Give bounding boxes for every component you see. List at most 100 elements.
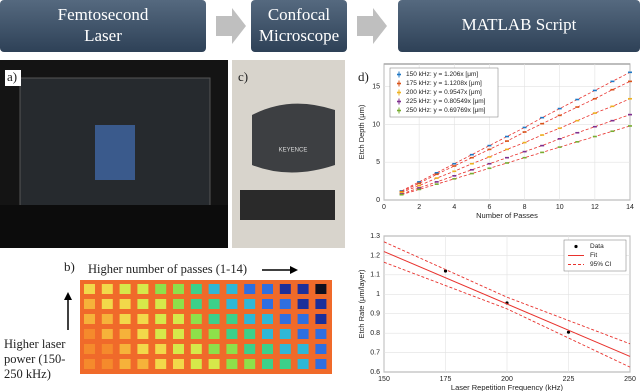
x-axis-label: Laser Repetition Frequency (kHz) xyxy=(451,383,564,391)
heatmap-cell xyxy=(155,314,167,324)
x-tick-label: 175 xyxy=(440,376,452,383)
heatmap-cell xyxy=(101,299,113,309)
header-box xyxy=(251,0,347,52)
heatmap-cell xyxy=(190,314,202,324)
legend-label: Data xyxy=(590,243,604,250)
data-point xyxy=(469,172,474,175)
y-tick-label: 0.7 xyxy=(370,349,380,356)
x-tick-label: 150 xyxy=(378,376,390,383)
data-point xyxy=(610,119,615,122)
data-point xyxy=(434,173,439,176)
series-line xyxy=(401,98,631,193)
heatmap-cell xyxy=(226,314,238,324)
heatmap-cell xyxy=(315,284,327,294)
photo-stage xyxy=(240,190,335,220)
y-tick-label: 0.9 xyxy=(370,311,380,318)
heatmap-cell xyxy=(155,284,167,294)
panel-label: c) xyxy=(238,69,248,84)
x-tick-label: 250 xyxy=(624,376,636,383)
heatmap-cell xyxy=(155,359,167,369)
heatmap-cell xyxy=(244,314,256,324)
heatmap-cell xyxy=(101,329,113,339)
heatmap-cell xyxy=(173,359,184,369)
header-text: Femtosecond xyxy=(58,5,149,24)
x-tick-label: 2 xyxy=(417,204,421,211)
data-point xyxy=(417,181,422,183)
data-point xyxy=(522,150,527,153)
y-axis-label: Etch Depth (μm) xyxy=(357,104,366,159)
legend-swatch xyxy=(397,91,401,94)
data-point xyxy=(505,135,509,138)
heatmap-cell xyxy=(119,299,131,309)
heatmap-cell xyxy=(119,329,131,339)
y-tick-label: 5 xyxy=(376,159,380,166)
heatmap-cell xyxy=(279,284,291,294)
heatmap xyxy=(80,280,332,374)
legend-label: 225 kHz: y = 0.80549x [μm] xyxy=(406,98,486,105)
data-point xyxy=(469,153,474,156)
heatmap-cell xyxy=(84,314,95,324)
legend-label: 95% CI xyxy=(590,261,612,268)
y-tick-label: 1.2 xyxy=(370,252,380,259)
data-point xyxy=(628,97,632,100)
heatmap-cell xyxy=(173,314,184,324)
data-point xyxy=(434,181,439,183)
heatmap-cell xyxy=(101,344,113,354)
heatmap-cell xyxy=(297,329,309,339)
legend-label: 150 kHz: y = 1.206x [μm] xyxy=(406,71,478,78)
legend-swatch xyxy=(397,109,401,112)
data-point xyxy=(610,80,615,83)
series-line xyxy=(383,261,631,368)
heatmap-cell xyxy=(297,359,309,369)
data-point xyxy=(522,126,527,129)
heatmap-cells xyxy=(84,284,327,369)
heatmap-cell xyxy=(315,329,327,339)
series-line xyxy=(383,241,631,345)
data-point xyxy=(505,156,509,159)
y-tick-label: 0.8 xyxy=(370,330,380,337)
heatmap-cell xyxy=(137,344,149,354)
heatmap-cell xyxy=(262,344,273,354)
data-point xyxy=(522,156,527,159)
heatmap-cell xyxy=(173,344,184,354)
data-point xyxy=(575,98,580,101)
data-point xyxy=(469,162,474,165)
heatmap-cell xyxy=(297,299,309,309)
heatmap-cell xyxy=(226,299,238,309)
heatmap-cell xyxy=(262,284,273,294)
heatmap-cell xyxy=(173,299,184,309)
data-point xyxy=(505,148,509,151)
data-point xyxy=(487,162,492,165)
legend-swatch xyxy=(397,82,401,85)
heatmap-cell xyxy=(155,299,167,309)
header-text: Microscope xyxy=(259,26,339,45)
legend-swatch xyxy=(574,244,578,249)
data-point xyxy=(540,144,545,147)
data-point xyxy=(487,144,492,147)
heatmap-cell xyxy=(137,359,149,369)
heatmap-cell xyxy=(190,299,202,309)
heatmap-cell xyxy=(84,329,95,339)
data-point xyxy=(452,178,457,180)
legend-box xyxy=(389,67,499,118)
heatmap-cell xyxy=(297,344,309,354)
legend-label: Fit xyxy=(590,252,597,259)
data-point xyxy=(399,193,404,196)
heatmap-cell xyxy=(84,359,95,369)
heatmap-y-label: Higher laser xyxy=(4,337,66,351)
heatmap-cell xyxy=(226,329,238,339)
data-point xyxy=(540,134,545,136)
heatmap-cell xyxy=(244,284,256,294)
y-tick-label: 1.3 xyxy=(370,233,380,240)
data-point xyxy=(469,168,474,171)
data-point xyxy=(557,138,562,140)
heatmap-cell xyxy=(101,314,113,324)
x-axis-label: Number of Passes xyxy=(476,211,538,220)
data-point xyxy=(575,106,580,108)
x-tick-label: 6 xyxy=(487,204,491,211)
heatmap-cell xyxy=(297,314,309,324)
heatmap-cell xyxy=(279,344,291,354)
data-point xyxy=(592,125,597,128)
heatmap-cell xyxy=(315,359,327,369)
data-point xyxy=(505,162,509,164)
